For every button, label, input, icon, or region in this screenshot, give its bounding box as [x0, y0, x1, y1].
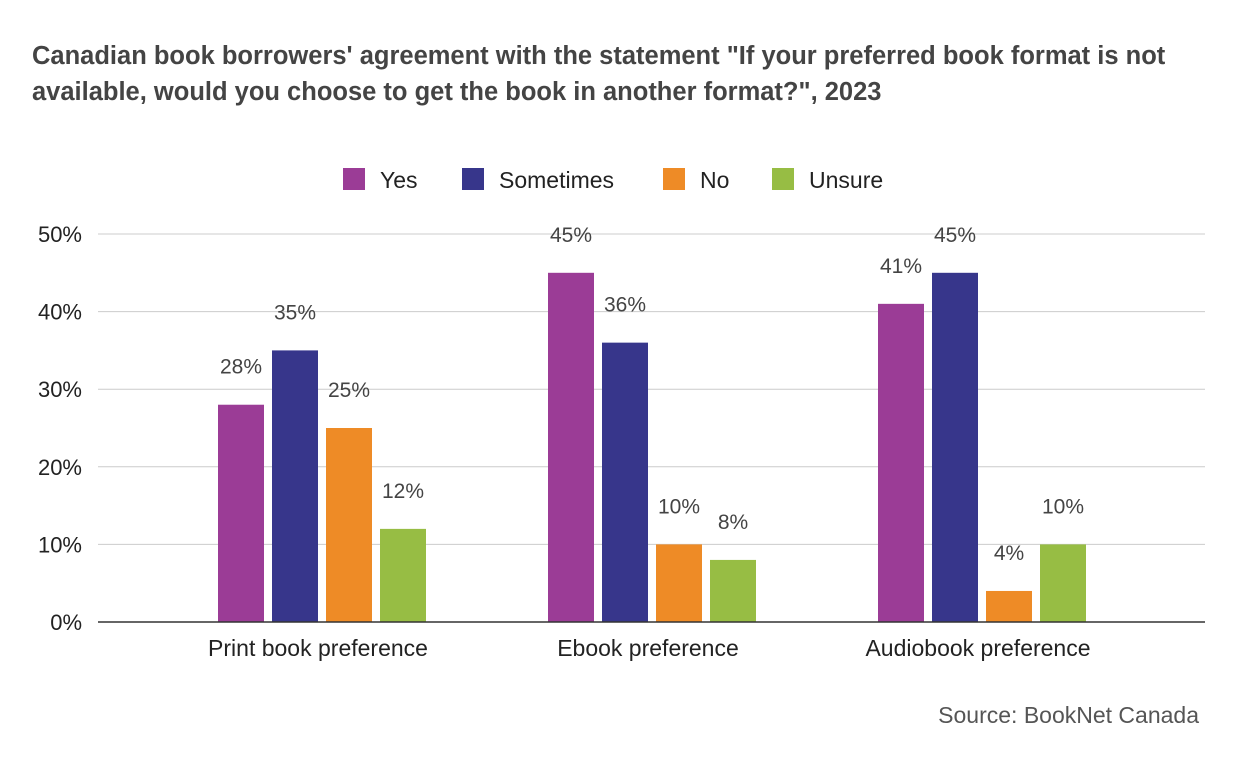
bar [1040, 544, 1086, 622]
bar [878, 303, 924, 622]
bar [656, 544, 702, 622]
bar [932, 272, 978, 622]
legend-label: Sometimes [499, 167, 614, 193]
y-axis: 0% 10% 20% 30% 40% 50% [38, 222, 82, 635]
legend-label: Yes [380, 167, 418, 193]
y-tick-label: 20% [38, 455, 82, 480]
y-tick-label: 40% [38, 300, 82, 325]
legend-swatch [663, 168, 685, 190]
bar [602, 342, 648, 622]
x-tick-label: Audiobook preference [865, 635, 1090, 661]
y-tick-label: 0% [50, 610, 82, 635]
gridlines [98, 233, 1205, 545]
bar [548, 272, 594, 622]
bars [218, 272, 1086, 622]
bar [272, 350, 318, 622]
data-label: 28% [220, 356, 262, 379]
data-label: 45% [550, 224, 592, 247]
data-label: 35% [274, 301, 316, 324]
y-tick-label: 50% [38, 222, 82, 247]
legend-item-unsure: Unsure [772, 167, 883, 193]
data-label: 12% [382, 480, 424, 503]
x-axis: Print book preference Ebook preference Aud… [98, 621, 1205, 661]
data-label: 10% [1042, 495, 1084, 518]
y-tick-label: 10% [38, 532, 82, 557]
legend-swatch [772, 168, 794, 190]
x-tick-label: Ebook preference [557, 635, 739, 661]
data-label: 4% [994, 542, 1024, 565]
data-label: 25% [328, 379, 370, 402]
bar [710, 559, 756, 622]
x-tick-label: Print book preference [208, 635, 428, 661]
data-labels: 28% 35% 25% 12% 45% 36% 10% 8% 41% 45% 4% 10% [220, 224, 1084, 565]
bar [218, 404, 264, 622]
legend-item-no: No [663, 167, 729, 193]
data-label: 36% [604, 294, 646, 317]
legend-label: No [700, 167, 729, 193]
data-label: 45% [934, 224, 976, 247]
legend: Yes Sometimes No Unsure [343, 167, 883, 193]
source-note: Source: BookNet Canada [938, 702, 1199, 728]
bar [986, 590, 1032, 622]
legend-item-yes: Yes [343, 167, 418, 193]
chart-title: Canadian book borrowers' agreement with … [32, 42, 1166, 106]
legend-item-sometimes: Sometimes [462, 167, 614, 193]
y-tick-label: 30% [38, 377, 82, 402]
legend-swatch [462, 168, 484, 190]
data-label: 8% [718, 511, 748, 534]
legend-swatch [343, 168, 365, 190]
legend-label: Unsure [809, 167, 883, 193]
bar [326, 428, 372, 622]
data-label: 10% [658, 495, 700, 518]
data-label: 41% [880, 255, 922, 278]
bar [380, 528, 426, 622]
